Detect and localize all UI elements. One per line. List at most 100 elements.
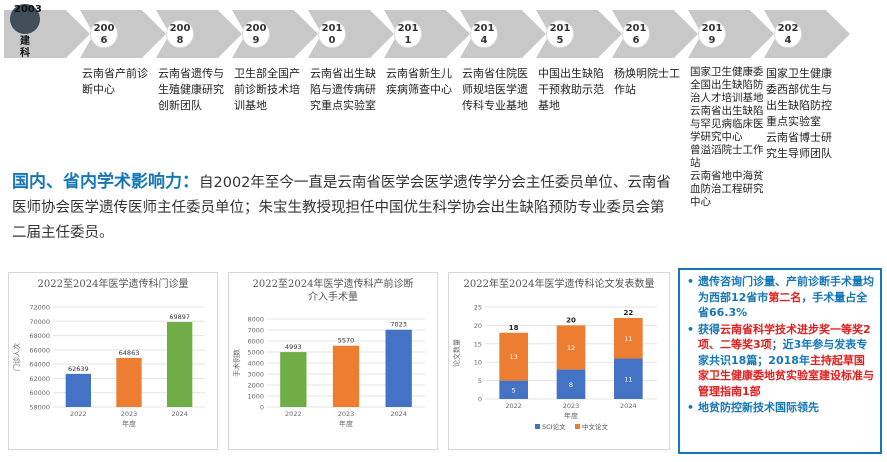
bar-total-label: 18 — [509, 324, 519, 332]
timeline-year: 2003 — [14, 4, 42, 15]
bar-SCI论文-2022 — [499, 380, 528, 399]
bar-2024 — [385, 329, 412, 407]
highlight-text: ；近3年参与发表专家共识18篇；2018年 — [698, 338, 868, 367]
chart-title: 2022至2024年医学遗传科产前诊断 — [253, 277, 414, 290]
bar-中文论文-2023 — [556, 325, 586, 370]
y-tick-label: 8000 — [247, 316, 264, 324]
timeline-year: 2009 — [242, 20, 270, 48]
timeline-year: 2014 — [470, 20, 498, 48]
bar-2023 — [116, 357, 142, 407]
y-tick-label: 1000 — [247, 393, 264, 401]
x-tick-label: 2022 — [505, 402, 522, 410]
x-tick-label: 2023 — [121, 410, 138, 418]
y-tick-label: 10 — [474, 359, 482, 367]
bar-value-label: 11 — [624, 335, 632, 343]
bar-value-label: 12 — [567, 344, 575, 352]
timeline-description: 中国出生缺陷干预救助示范基地 — [538, 67, 604, 112]
y-tick-label: 60000 — [29, 389, 50, 397]
highlight-text: ，手术量占全省66.3% — [698, 290, 868, 320]
bar-SCI论文-2024 — [614, 358, 643, 399]
x-tick-label: 2023 — [563, 402, 580, 410]
bar-total-label: 20 — [566, 316, 576, 324]
y-tick-label: 68000 — [29, 332, 50, 340]
timeline-node-first — [10, 4, 40, 34]
highlight-text: 遗传咨询门诊量、产前诊断手术量均为西部12省市 — [698, 275, 874, 304]
bar-value-label: 4993 — [285, 343, 302, 351]
timeline-year: 2006 — [90, 20, 118, 48]
bar-value-label: 5570 — [338, 337, 355, 345]
y-tick-label: 15 — [474, 340, 482, 348]
y-tick-label: 4000 — [247, 360, 264, 368]
highlight-text: 主持起草国家卫生健康委地贫实验室建设标准与管理指南1部 — [698, 353, 874, 398]
summary-paragraph: 国内、省内学术影响力：自2002年至今一直是云南省医学会医学遗传学分会主任委员单… — [12, 170, 672, 246]
x-axis-label: 年度 — [122, 419, 136, 428]
highlight-text: 第二名 — [768, 290, 802, 304]
y-tick-label: 5000 — [247, 349, 264, 357]
x-tick-label: 2024 — [390, 410, 407, 418]
y-tick-label: 64000 — [29, 361, 50, 369]
bar-value-label: 69897 — [169, 313, 190, 321]
x-axis-label: 年度 — [564, 411, 578, 420]
y-tick-label: 25 — [474, 304, 482, 312]
highlights-list: 遗传咨询门诊量、产前诊断手术量均为西部12省市第二名，手术量占全省66.3%获得… — [686, 274, 874, 416]
timeline-description: 卫生部全国产前诊断技术培训基地 — [234, 67, 300, 112]
chart-outpatient-panel: 2022至2024年医学遗传科门诊量 58000 60000 62000 64000 66… — [8, 272, 218, 450]
y-axis-label: 论文数量 — [452, 339, 461, 367]
x-tick-label: 2024 — [620, 402, 637, 410]
timeline-year: 2011 — [394, 20, 422, 48]
timeline-label: 建科 — [20, 36, 30, 59]
chart-papers: 2022年至2024年医学遗传科论文发表数量 0 5 10 15 20 25 论文数量 5 13 1… — [452, 277, 657, 431]
legend-swatch — [535, 424, 540, 429]
timeline-year: 2015 — [546, 20, 574, 48]
x-tick-label: 2022 — [70, 410, 87, 418]
x-axis-label: 年度 — [339, 419, 353, 428]
y-tick-label: 5 — [478, 377, 482, 385]
bar-value-label: 5 — [512, 386, 516, 394]
timeline-description: 云南省出生缺陷与遗传病研究重点实验室 — [310, 67, 376, 112]
highlight-item: 获得云南省科学技术进步奖一等奖2项、二等奖3项；近3年参与发表专家共识18篇；2… — [686, 322, 874, 400]
bar-value-label: 13 — [510, 353, 518, 361]
chart-title: 2022至2024年医学遗传科门诊量 — [38, 277, 189, 290]
highlight-text: 云南省科学技术进步奖一等奖2项、二等奖3项 — [698, 322, 871, 352]
highlight-item: 地贫防控新技术国际领先 — [686, 400, 874, 416]
bar-value-label: 7023 — [390, 321, 407, 329]
bar-value-label: 8 — [569, 381, 573, 389]
timeline-year: 2024 — [774, 20, 802, 48]
legend-label: SCI论文 — [542, 422, 566, 431]
bar-2022 — [65, 373, 91, 407]
legend-swatch — [575, 424, 580, 429]
timeline-description: 国家卫生健康委全国出生缺陷防治人才培训基地 云南省出生缺陷与罕见病临床医学研究中… — [690, 66, 764, 208]
highlight-text: 地贫防控新技术国际领先 — [698, 401, 819, 414]
timeline-description: 云南省产前诊断中心 — [82, 67, 148, 96]
bar-中文论文-2024 — [614, 318, 643, 359]
chart-surgery-panel: 2022至2024年医学遗传科产前诊断 介入手术量 0 1000 2000 3000 400… — [228, 272, 438, 450]
y-tick-label: 2000 — [247, 382, 264, 390]
y-tick-label: 20 — [474, 322, 482, 330]
bar-value-label: 11 — [624, 375, 632, 383]
y-tick-label: 72000 — [29, 304, 50, 312]
y-tick-label: 3000 — [247, 371, 264, 379]
timeline-description: 云南省遗传与生殖健康研究创新团队 — [158, 67, 224, 112]
highlights-box: 遗传咨询门诊量、产前诊断手术量均为西部12省市第二名，手术量占全省66.3%获得… — [678, 268, 882, 454]
bar-total-label: 22 — [623, 309, 633, 317]
bar-2023 — [332, 345, 360, 407]
timeline: 2003 建科 2006 2008 2009 2010 2011 2014 2015 2016 20… — [0, 0, 887, 64]
legend-label: 中文论文 — [582, 422, 609, 431]
y-tick-label: 0 — [260, 404, 264, 412]
timeline-year: 2019 — [698, 20, 726, 48]
y-tick-label: 7000 — [247, 327, 264, 335]
bar-中文论文-2022 — [499, 332, 528, 381]
y-axis-label: 门诊人次 — [12, 343, 21, 371]
chart-title: 2022年至2024年医学遗传科论文发表数量 — [464, 277, 655, 290]
chart-papers-panel: 2022年至2024年医学遗传科论文发表数量 0 5 10 15 20 25 论文数量 5 13 1… — [448, 272, 670, 450]
chart-outpatient: 2022至2024年医学遗传科门诊量 58000 60000 62000 64000 66… — [12, 277, 205, 428]
y-tick-label: 58000 — [29, 404, 50, 412]
y-axis-label: 手术例数 — [232, 349, 241, 377]
y-tick-label: 0 — [478, 396, 482, 404]
timeline-description: 云南省新生儿疾病筛查中心 — [386, 67, 452, 96]
timeline-description: 云南省住院医师规培医学遗传科专业基地 — [462, 67, 528, 112]
chart-title: 介入手术量 — [308, 290, 358, 303]
x-tick-label: 2023 — [338, 410, 355, 418]
y-tick-label: 62000 — [29, 375, 50, 383]
